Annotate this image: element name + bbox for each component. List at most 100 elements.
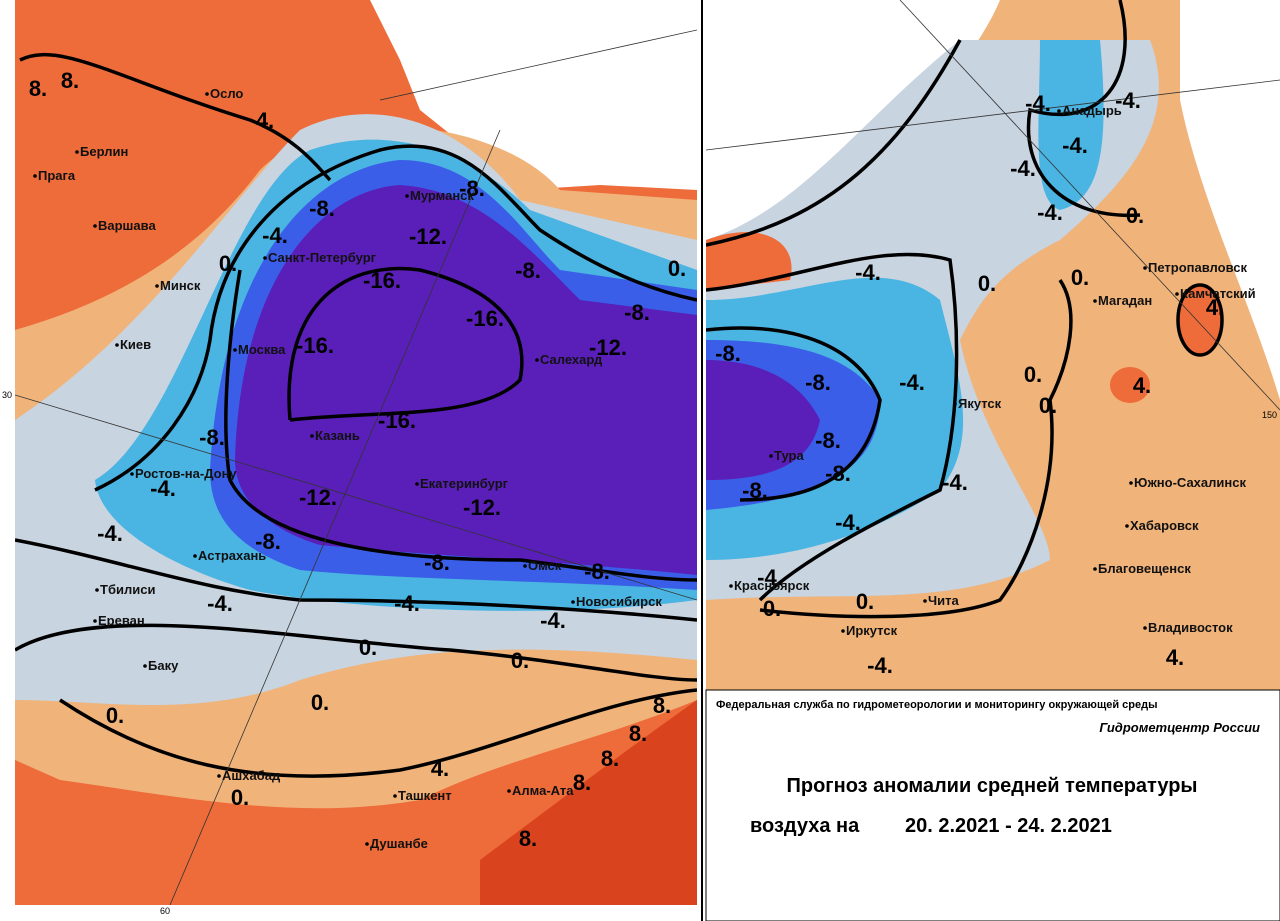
contour-label: -4. xyxy=(1115,88,1141,113)
city-label: Красноярск xyxy=(734,578,810,593)
contour-label: -8. xyxy=(584,559,610,584)
contour-label: -4. xyxy=(1062,133,1088,158)
grid-label: 60 xyxy=(160,906,170,916)
contour-label: 4. xyxy=(256,108,274,133)
contour-label: -4. xyxy=(1037,200,1063,225)
city-dot xyxy=(953,402,957,406)
city-label: Магадан xyxy=(1098,293,1152,308)
contour-label: -4. xyxy=(150,476,176,501)
city-dot xyxy=(95,588,99,592)
city-dot xyxy=(535,358,539,362)
contour-label: -12. xyxy=(589,335,627,360)
city-label: Тбилиси xyxy=(100,582,155,597)
contour-label: -4. xyxy=(1025,91,1051,116)
contour-label: 4. xyxy=(431,756,449,781)
contour-label: -8. xyxy=(424,550,450,575)
grid-label: 150 xyxy=(1262,410,1277,420)
city-label: Салехард xyxy=(540,352,603,367)
contour-label: -12. xyxy=(299,485,337,510)
city-label: Минск xyxy=(160,278,201,293)
city-label: Москва xyxy=(238,342,286,357)
contour-label: 0. xyxy=(856,589,874,614)
contour-label: -4. xyxy=(207,591,233,616)
city-dot xyxy=(205,92,209,96)
city-label: Киев xyxy=(120,337,151,352)
city-label: Екатеринбург xyxy=(420,476,509,491)
contour-label: -4. xyxy=(97,521,123,546)
city-dot xyxy=(923,599,927,603)
city-label: Астрахань xyxy=(198,548,266,563)
city-dot xyxy=(1143,626,1147,630)
city-label: Алма-Ата xyxy=(512,783,574,798)
city-label: Мурманск xyxy=(410,188,474,203)
city-dot xyxy=(130,472,134,476)
contour-label: 0. xyxy=(231,785,249,810)
contour-label: -4. xyxy=(899,370,925,395)
contour-label: -8. xyxy=(805,370,831,395)
grid-label: 30 xyxy=(2,390,12,400)
contour-label: -4. xyxy=(855,260,881,285)
contour-label: 8. xyxy=(601,746,619,771)
city-dot xyxy=(33,174,37,178)
contour-label: -8. xyxy=(742,478,768,503)
contour-label: -8. xyxy=(815,428,841,453)
city-dot xyxy=(75,150,79,154)
city-label: Берлин xyxy=(80,144,128,159)
contour-label: 8. xyxy=(519,826,537,851)
right-panel xyxy=(706,0,1280,690)
city-label: Ереван xyxy=(98,613,145,628)
city-dot xyxy=(729,584,733,588)
contour-label: -8. xyxy=(624,300,650,325)
contour-label: -12. xyxy=(409,224,447,249)
contour-label: -8. xyxy=(715,341,741,366)
city-dot xyxy=(93,619,97,623)
city-label: Санкт-Петербург xyxy=(268,250,377,265)
city-label: Ашхабад xyxy=(222,768,281,783)
contour-label: -8. xyxy=(459,176,485,201)
city-dot xyxy=(233,348,237,352)
city-dot xyxy=(1129,481,1133,485)
city-dot xyxy=(1093,299,1097,303)
title: Прогноз аномалии средней температуры xyxy=(787,775,1198,797)
city-label: Южно-Сахалинск xyxy=(1134,475,1246,490)
city-dot xyxy=(571,600,575,604)
contour-label: -8. xyxy=(255,529,281,554)
contour-label: -8. xyxy=(309,196,335,221)
city-label: Прага xyxy=(38,168,76,183)
city-label: Петропавловск xyxy=(1148,260,1247,275)
contour-label: -4. xyxy=(262,223,288,248)
contour-label: -8. xyxy=(515,258,541,283)
contour-label: 4. xyxy=(1206,295,1224,320)
agency: Федеральная служба по гидрометеорологии … xyxy=(716,699,1158,711)
city-label: Казань xyxy=(315,428,360,443)
contour-label: 8. xyxy=(29,76,47,101)
city-label: Тура xyxy=(774,448,804,463)
city-label: Баку xyxy=(148,658,179,673)
contour-label: -16. xyxy=(466,306,504,331)
contour-label: 8. xyxy=(573,770,591,795)
contour-label: -8. xyxy=(825,461,851,486)
city-dot xyxy=(1057,109,1061,113)
contour-label: 0. xyxy=(1024,362,1042,387)
contour-label: -4. xyxy=(394,591,420,616)
contour-label: 0. xyxy=(1126,203,1144,228)
city-label: Новосибирск xyxy=(576,594,662,609)
city-label: Омск xyxy=(528,558,562,573)
city-label: Варшава xyxy=(98,218,156,233)
city-dot xyxy=(405,194,409,198)
contour-label: -16. xyxy=(363,268,401,293)
contour-label: -4. xyxy=(942,470,968,495)
contour-label: 8. xyxy=(61,68,79,93)
contour-label: -4. xyxy=(1010,156,1036,181)
contour-label: -4. xyxy=(835,510,861,535)
city-dot xyxy=(310,434,314,438)
contour-label: -16. xyxy=(296,333,334,358)
city-dot xyxy=(507,789,511,793)
contour-label: 0. xyxy=(311,690,329,715)
contour-label: 0. xyxy=(1039,393,1057,418)
city-dot xyxy=(263,256,267,260)
city-dot xyxy=(365,842,369,846)
city-label: Чита xyxy=(928,593,959,608)
city-dot xyxy=(841,629,845,633)
